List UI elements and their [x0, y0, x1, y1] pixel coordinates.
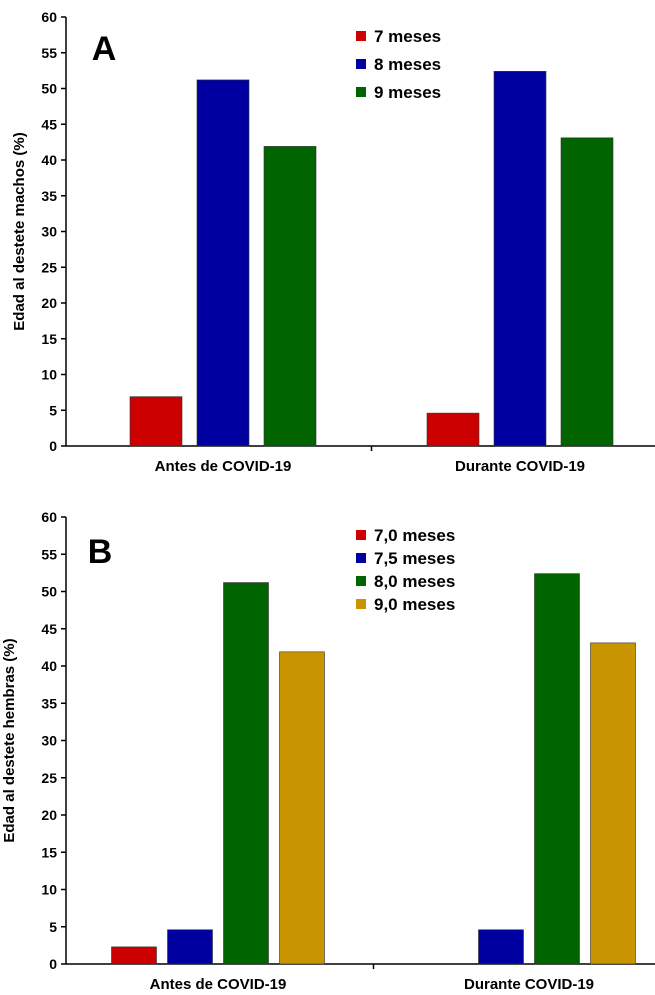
bar: [590, 642, 636, 965]
y-tick-label: 40: [41, 658, 57, 674]
bar: [196, 79, 250, 447]
legend: 7 meses 8 meses 9 meses: [356, 27, 441, 102]
bar: [223, 582, 269, 965]
bar: [129, 396, 183, 447]
y-axis-label: Edad al destete hembras (%): [1, 638, 18, 842]
y-tick-label: 25: [41, 770, 57, 786]
x-category-label: Antes de COVID-19: [155, 458, 292, 475]
legend: 7,0 meses 7,5 meses 8,0 meses 9,0 meses: [356, 526, 455, 614]
legend-swatch: [356, 31, 366, 41]
panel-label: A: [92, 30, 117, 68]
bar: [426, 412, 480, 447]
bar: [478, 929, 524, 965]
y-tick-label: 50: [41, 584, 57, 600]
bar: [560, 137, 614, 447]
y-tick-label: 15: [41, 331, 57, 347]
y-tick-label: 20: [41, 295, 57, 311]
y-tick-label: 45: [41, 116, 57, 132]
y-tick-label: 10: [41, 882, 57, 898]
legend-swatch: [356, 530, 366, 540]
legend-label: 9,0 meses: [374, 595, 455, 614]
bar: [279, 651, 325, 965]
y-tick-label: 40: [41, 152, 57, 168]
y-tick-label: 50: [41, 81, 57, 97]
y-tick-label: 35: [41, 695, 57, 711]
bar: [111, 946, 157, 965]
legend-label: 7,0 meses: [374, 526, 455, 545]
y-tick-label: 55: [41, 546, 57, 562]
y-tick-label: 20: [41, 807, 57, 823]
chart-panel-b: 0 5 10 15 20 25 30 35 40 45 50 55 60 Edad al destete …: [1, 509, 655, 993]
legend-swatch: [356, 599, 366, 609]
bar: [534, 573, 580, 965]
x-category-label: Durante COVID-19: [464, 976, 594, 993]
y-tick-label: 45: [41, 621, 57, 637]
legend-label: 8,0 meses: [374, 572, 455, 591]
y-tick-label: 0: [49, 438, 57, 454]
y-tick-label: 5: [49, 402, 57, 418]
y-tick-label: 10: [41, 367, 57, 383]
legend-swatch: [356, 87, 366, 97]
legend-label: 7 meses: [374, 27, 441, 46]
bar: [493, 71, 547, 447]
legend-label: 7,5 meses: [374, 549, 455, 568]
y-tick-label: 30: [41, 224, 57, 240]
y-tick-label: 15: [41, 844, 57, 860]
y-tick-label: 60: [41, 509, 57, 525]
y-tick-label: 55: [41, 45, 57, 61]
x-category-label: Antes de COVID-19: [150, 976, 287, 993]
legend-label: 8 meses: [374, 55, 441, 74]
y-tick-label: 25: [41, 259, 57, 275]
y-axis-label: Edad al destete machos (%): [11, 132, 28, 330]
chart-panel-a: 0 5 10 15 20 25 30 35 40 45 50 55 60 Edad al destete …: [11, 9, 655, 475]
y-tick-label: 60: [41, 9, 57, 25]
panel-label: B: [88, 533, 113, 571]
y-tick-label: 0: [49, 956, 57, 972]
legend-label: 9 meses: [374, 83, 441, 102]
y-tick-label: 5: [49, 919, 57, 935]
legend-swatch: [356, 576, 366, 586]
y-tick-label: 30: [41, 733, 57, 749]
legend-swatch: [356, 553, 366, 563]
x-category-label: Durante COVID-19: [455, 458, 585, 475]
bar: [263, 146, 317, 447]
y-tick-label: 35: [41, 188, 57, 204]
legend-swatch: [356, 59, 366, 69]
bar: [167, 929, 213, 965]
